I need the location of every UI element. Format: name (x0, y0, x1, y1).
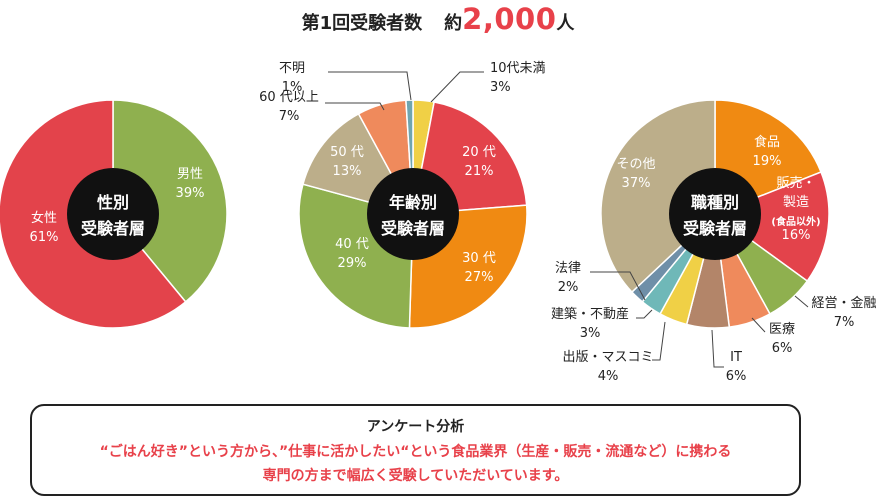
slice-label-3-6: 出版・マスコミ (562, 350, 653, 365)
pie-center-3 (669, 168, 761, 260)
leader-line-3-6 (652, 321, 666, 361)
title-approx: 約 (444, 13, 463, 34)
slice-label-2-7: 不明 (279, 61, 305, 76)
pie-center-label-2-2: 受験者層 (381, 219, 445, 238)
title-count: 2,000 (462, 2, 557, 36)
pie-center-2 (367, 168, 459, 260)
slice-value-3-5: 6% (726, 369, 747, 384)
page-title: 第1回受験者数 約2,000人 (0, 2, 876, 36)
pie-center-label-1-2: 受験者層 (81, 219, 145, 238)
title-prefix: 第1回受験者数 (301, 13, 423, 34)
slice-label-1-1: 男性 (177, 167, 203, 182)
slice-label-2-2: 20 代 (462, 145, 496, 160)
slice-label-2-5: 50 代 (330, 145, 364, 160)
analysis-line-1: “ごはん好き”という方から、”仕事に活かしたい“という食品業界（生産・販売・流通… (99, 444, 732, 460)
slice-value-1-2: 61% (30, 230, 59, 245)
pie-center-label-2-1: 年齢別 (389, 193, 437, 212)
pie-slice-3-2 (713, 171, 830, 283)
slice-label-3-2: (食品以外) (771, 215, 820, 228)
slice-value-3-4: 6% (772, 341, 793, 356)
slice-label-3-8: 法律 (555, 261, 581, 276)
slice-label-3-7: 建築・不動産 (551, 306, 629, 322)
leader-line-2-6 (325, 102, 385, 111)
slice-value-2-5: 13% (333, 164, 362, 179)
analysis-heading: アンケート分析 (366, 419, 465, 435)
slice-value-3-8: 2% (558, 280, 579, 295)
analysis-line-2: 専門の方まで幅広く受験していただいています。 (262, 468, 569, 484)
slice-value-2-7: 1% (282, 80, 303, 95)
slice-value-2-4: 29% (338, 256, 367, 271)
slice-label-3-4: 医療 (769, 322, 795, 337)
slice-value-3-3: 7% (834, 315, 855, 330)
slice-label-1-2: 女性 (31, 210, 57, 226)
leader-line-2-1 (430, 71, 484, 103)
slice-value-3-6: 4% (598, 369, 619, 384)
slice-value-3-9: 37% (622, 176, 651, 191)
slice-value-2-6: 7% (279, 109, 300, 124)
slice-label-3-9: その他 (616, 157, 655, 172)
leader-line-3-8 (590, 271, 646, 301)
slice-value-3-2: 16% (782, 228, 811, 243)
pie-center-label-1-1: 性別 (97, 193, 129, 212)
slice-label-2-3: 30 代 (462, 251, 496, 266)
pie-slice-3-9 (600, 99, 716, 294)
pie-center-1 (67, 168, 159, 260)
leader-line-2-7 (328, 71, 412, 101)
slice-label-3-2: 販売・ (776, 175, 815, 191)
slice-label-2-4: 40 代 (335, 237, 369, 252)
leader-line-3-5 (711, 329, 724, 368)
slice-value-2-3: 27% (465, 270, 494, 285)
slice-value-2-1: 3% (490, 80, 511, 95)
slice-label-3-3: 経営・金融 (811, 295, 876, 311)
slice-label-2-6: 60 代以上 (259, 90, 319, 105)
leader-line-3-7 (636, 309, 653, 319)
slice-value-2-2: 21% (465, 164, 494, 179)
analysis-box: アンケート分析 “ごはん好き”という方から、”仕事に活かしたい“という食品業界（… (30, 404, 801, 496)
slice-value-3-7: 3% (580, 326, 601, 341)
leader-line-3-3 (794, 295, 809, 308)
slice-value-3-1: 19% (753, 154, 782, 169)
slice-label-2-1: 10代未満 (490, 61, 546, 76)
pie-slice-1-1 (112, 99, 228, 303)
pie-center-label-3-1: 職種別 (691, 193, 739, 212)
leader-line-3-4 (751, 317, 766, 333)
slice-label-3-5: IT (730, 350, 742, 365)
pie-center-label-3-2: 受験者層 (683, 219, 747, 238)
title-unit: 人 (556, 13, 575, 34)
slice-value-1-1: 39% (176, 186, 205, 201)
slice-label-3-1: 食品 (754, 134, 780, 150)
slice-label-3-2: 製造 (783, 195, 809, 210)
